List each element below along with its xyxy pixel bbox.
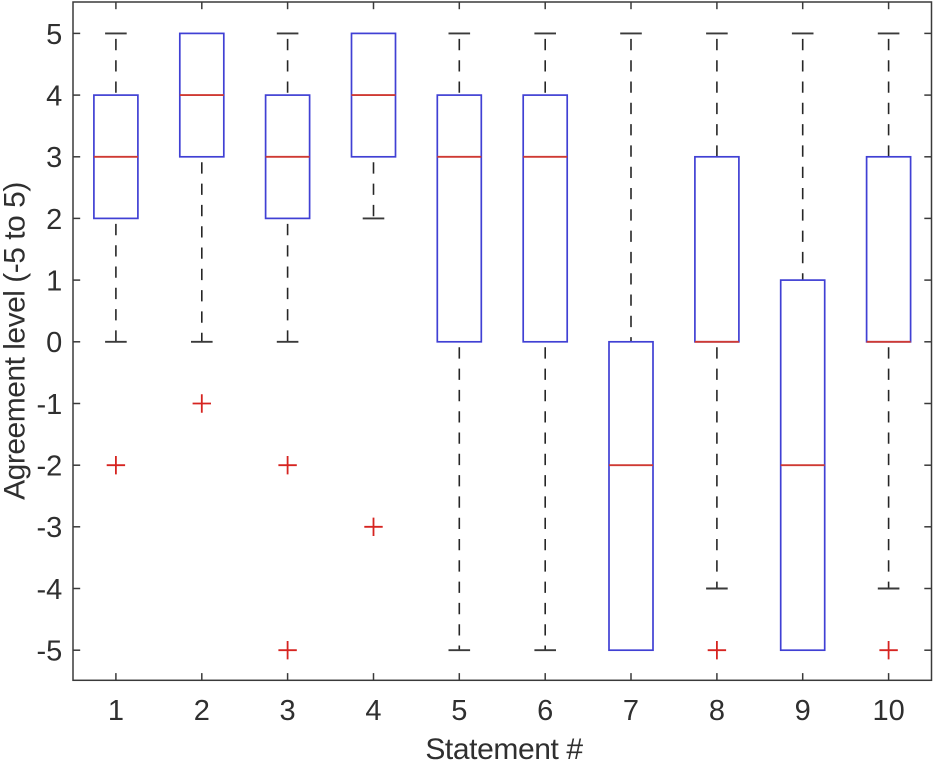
svg-text:2: 2 <box>46 204 62 236</box>
svg-text:5: 5 <box>451 695 467 727</box>
svg-text:-4: -4 <box>37 574 63 606</box>
svg-text:1: 1 <box>46 266 62 298</box>
svg-text:3: 3 <box>46 142 62 174</box>
svg-text:4: 4 <box>365 695 381 727</box>
svg-text:-1: -1 <box>37 389 63 421</box>
svg-text:4: 4 <box>46 81 62 113</box>
svg-text:Statement #: Statement # <box>425 733 583 763</box>
svg-text:-3: -3 <box>37 512 63 544</box>
svg-text:-5: -5 <box>37 636 63 668</box>
svg-text:6: 6 <box>537 695 553 727</box>
svg-text:Agreement level (-5 to 5): Agreement level (-5 to 5) <box>0 182 32 500</box>
svg-text:2: 2 <box>194 695 210 727</box>
svg-text:0: 0 <box>46 327 62 359</box>
svg-text:-2: -2 <box>37 451 63 483</box>
svg-text:9: 9 <box>795 695 811 727</box>
svg-text:8: 8 <box>709 695 725 727</box>
svg-text:1: 1 <box>108 695 124 727</box>
svg-text:5: 5 <box>46 19 62 51</box>
svg-text:10: 10 <box>872 695 904 727</box>
svg-text:3: 3 <box>280 695 296 727</box>
svg-text:7: 7 <box>623 695 639 727</box>
